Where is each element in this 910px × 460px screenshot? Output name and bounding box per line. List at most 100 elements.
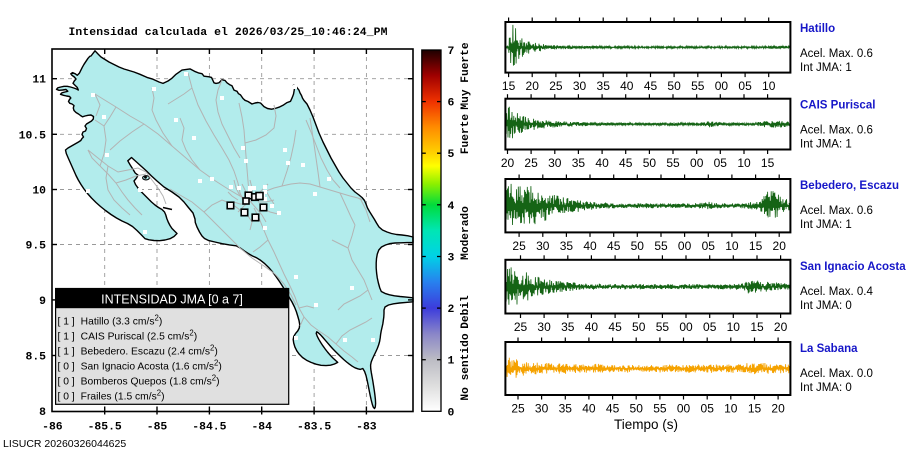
svg-text:25: 25 [514,320,528,334]
svg-text:-83: -83 [356,422,377,434]
svg-text:40: 40 [585,320,599,334]
svg-text:Fuerte: Fuerte [460,114,472,155]
svg-text:00: 00 [677,402,691,416]
svg-text:10.5: 10.5 [19,130,47,142]
svg-text:50: 50 [630,402,644,416]
svg-text:30: 30 [573,79,587,93]
svg-text:45: 45 [608,320,622,334]
svg-text:25: 25 [511,402,525,416]
svg-text:05: 05 [714,156,728,170]
svg-text:30: 30 [535,402,549,416]
svg-text:8: 8 [39,407,46,419]
svg-text:35: 35 [560,239,574,253]
svg-text:30: 30 [548,156,562,170]
svg-text:40: 40 [595,156,609,170]
svg-text:[ 0 ]San Ignacio Acosta (1.6 c: [ 0 ] San Ignacio Acosta (1.6 cm/s2) [58,359,222,373]
svg-text:25: 25 [512,239,526,253]
svg-text:50: 50 [667,79,681,93]
svg-text:4: 4 [448,201,455,213]
svg-text:50: 50 [643,156,657,170]
svg-text:40: 40 [583,239,597,253]
svg-text:3: 3 [448,253,455,265]
svg-text:35: 35 [559,402,573,416]
svg-text:Moderado: Moderado [460,206,472,260]
svg-text:55: 55 [653,402,667,416]
svg-text:40: 40 [620,79,634,93]
svg-text:35: 35 [597,79,611,93]
svg-text:INTENSIDAD JMA [0 a 7]: INTENSIDAD JMA [0 a 7] [101,293,243,307]
svg-text:Acel. Max. 0.6: Acel. Max. 0.6 [800,205,873,217]
svg-text:Acel. Max. 0.6: Acel. Max. 0.6 [800,48,873,60]
svg-text:Acel. Max. 0.4: Acel. Max. 0.4 [800,286,873,298]
svg-text:15: 15 [502,79,516,93]
svg-text:Acel. Max. 0.0: Acel. Max. 0.0 [800,368,873,380]
svg-text:[ 0 ]Bomberos Quepos (1.8 cm/s: [ 0 ] Bomberos Quepos (1.8 cm/s2) [58,374,220,388]
svg-text:-85.5: -85.5 [88,422,122,434]
svg-text:40: 40 [582,402,596,416]
svg-text:15: 15 [748,402,762,416]
svg-text:9.5: 9.5 [25,241,46,253]
svg-text:1: 1 [448,356,455,368]
svg-text:25: 25 [549,79,563,93]
svg-text:30: 30 [537,320,551,334]
svg-text:-84: -84 [251,422,272,434]
svg-text:LISUCR 20260326044625: LISUCR 20260326044625 [3,438,126,450]
svg-text:05: 05 [701,402,715,416]
svg-text:Intensidad calculada el 2026/0: Intensidad calculada el 2026/03/25_10:46… [68,27,387,39]
svg-text:Int JMA: 1: Int JMA: 1 [800,139,852,151]
svg-text:[ 0 ]Frailes (1.5 cm/s2): [ 0 ] Frailes (1.5 cm/s2) [58,389,165,403]
svg-text:[ 1 ]CAIS Puriscal (2.5 cm/s2): [ 1 ] CAIS Puriscal (2.5 cm/s2) [58,329,198,343]
svg-text:20: 20 [501,156,515,170]
svg-text:Int JMA: 1: Int JMA: 1 [800,62,852,74]
svg-text:00: 00 [678,239,692,253]
svg-text:La Sabana: La Sabana [800,343,858,355]
svg-text:35: 35 [561,320,575,334]
svg-text:Bebedero, Escazu: Bebedero, Escazu [800,180,899,192]
svg-text:45: 45 [644,79,658,93]
svg-text:San Ignacio Acosta: San Ignacio Acosta [800,261,906,273]
svg-text:Int JMA: 0: Int JMA: 0 [800,382,852,394]
svg-text:Hatillo: Hatillo [800,23,835,35]
svg-text:Acel. Max. 0.6: Acel. Max. 0.6 [800,125,873,137]
svg-text:10: 10 [762,79,776,93]
svg-text:20: 20 [774,320,788,334]
svg-text:[ 1 ]Hatillo (3.3 cm/s2): [ 1 ] Hatillo (3.3 cm/s2) [58,314,163,328]
svg-text:10: 10 [737,156,751,170]
svg-text:2: 2 [448,304,455,316]
svg-text:00: 00 [715,79,729,93]
svg-text:8.5: 8.5 [25,352,46,364]
svg-text:10: 10 [725,239,739,253]
svg-text:55: 55 [656,320,670,334]
svg-text:6: 6 [448,98,455,110]
svg-text:-83.5: -83.5 [297,422,331,434]
svg-text:10: 10 [32,186,46,198]
svg-text:15: 15 [761,156,775,170]
svg-text:20: 20 [526,79,540,93]
svg-text:05: 05 [738,79,752,93]
svg-text:45: 45 [619,156,633,170]
svg-text:45: 45 [607,239,621,253]
svg-text:10: 10 [724,402,738,416]
svg-text:50: 50 [631,239,645,253]
svg-text:Debil: Debil [460,295,472,329]
svg-text:Int JMA: 1: Int JMA: 1 [800,219,852,231]
svg-text:30: 30 [536,239,550,253]
svg-text:20: 20 [771,402,785,416]
svg-text:-85: -85 [147,422,168,434]
svg-text:05: 05 [702,239,716,253]
svg-text:10: 10 [727,320,741,334]
svg-text:15: 15 [750,320,764,334]
svg-text:7: 7 [448,46,455,58]
svg-text:35: 35 [572,156,586,170]
svg-text:50: 50 [632,320,646,334]
svg-text:Muy Fuerte: Muy Fuerte [460,42,472,109]
svg-text:Tiempo (s): Tiempo (s) [614,417,678,432]
svg-text:55: 55 [666,156,680,170]
svg-text:No sentido: No sentido [460,333,472,400]
svg-text:45: 45 [606,402,620,416]
svg-text:00: 00 [690,156,704,170]
svg-text:Int JMA: 0: Int JMA: 0 [800,300,852,312]
svg-text:05: 05 [703,320,717,334]
svg-text:9: 9 [39,296,46,308]
svg-text:55: 55 [691,79,705,93]
